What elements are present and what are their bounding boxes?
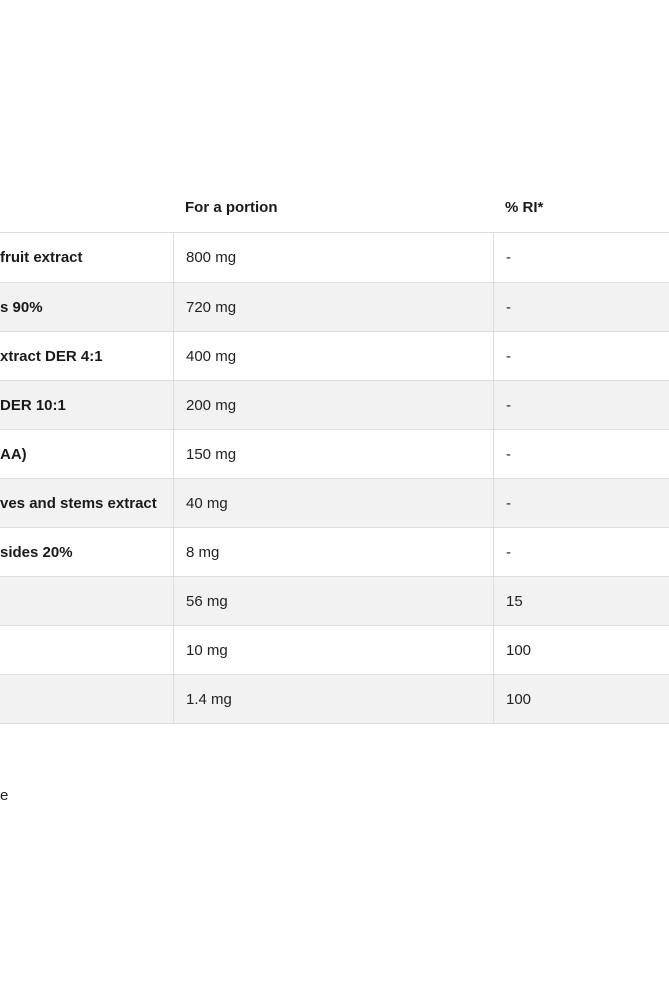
table-row: DER 10:1 200 mg - [0, 380, 669, 429]
table-row: 1.4 mg 100 [0, 674, 669, 723]
ingredient-name-cell [0, 675, 173, 723]
ri-cell: 100 [493, 675, 669, 723]
portion-cell: 200 mg [173, 381, 493, 429]
table-row: 10 mg 100 [0, 625, 669, 674]
portion-cell: 720 mg [173, 283, 493, 331]
ri-column-header: % RI* [505, 199, 544, 216]
portion-cell: 8 mg [173, 528, 493, 576]
ri-cell: - [493, 381, 669, 429]
portion-cell: 400 mg [173, 332, 493, 380]
ingredient-name-cell: DER 10:1 [0, 396, 66, 414]
portion-cell: 56 mg [173, 577, 493, 625]
ingredient-name-cell [0, 577, 173, 625]
table-row: AA) 150 mg - [0, 429, 669, 478]
portion-cell: 1.4 mg [173, 675, 493, 723]
ingredient-name-cell: AA) [0, 445, 27, 463]
portion-cell: 10 mg [173, 626, 493, 674]
table-row: sides 20% 8 mg - [0, 527, 669, 576]
ingredient-name-cell: xtract DER 4:1 [0, 347, 103, 365]
ri-cell: - [493, 479, 669, 527]
portion-column-header: For a portion [185, 199, 278, 216]
ri-cell: 15 [493, 577, 669, 625]
table-row: ves and stems extract 40 mg - [0, 478, 669, 527]
table-row: 56 mg 15 [0, 576, 669, 625]
ri-cell: - [493, 430, 669, 478]
ri-cell: - [493, 332, 669, 380]
footnote-text-fragment: e [0, 787, 9, 804]
table-row: fruit extract 800 mg - [0, 233, 669, 282]
table-row: s 90% 720 mg - [0, 282, 669, 331]
ingredient-name-cell: sides 20% [0, 543, 73, 561]
ingredient-name-cell: ves and stems extract [0, 494, 157, 512]
ri-cell: 100 [493, 626, 669, 674]
ingredient-name-cell: fruit extract [0, 249, 83, 266]
table-body: fruit extract 800 mg - s 90% 720 mg - xt… [0, 232, 669, 724]
supplement-facts-table: For a portion % RI* fruit extract 800 mg… [0, 183, 669, 724]
ri-cell: - [493, 528, 669, 576]
ingredient-name-cell: s 90% [0, 298, 43, 316]
portion-cell: 800 mg [173, 233, 493, 282]
portion-cell: 150 mg [173, 430, 493, 478]
portion-cell: 40 mg [173, 479, 493, 527]
table-header-row: For a portion % RI* [0, 183, 669, 232]
ri-cell: - [493, 283, 669, 331]
ingredient-name-cell [0, 626, 173, 674]
ri-cell: - [493, 233, 669, 282]
table-row: xtract DER 4:1 400 mg - [0, 331, 669, 380]
